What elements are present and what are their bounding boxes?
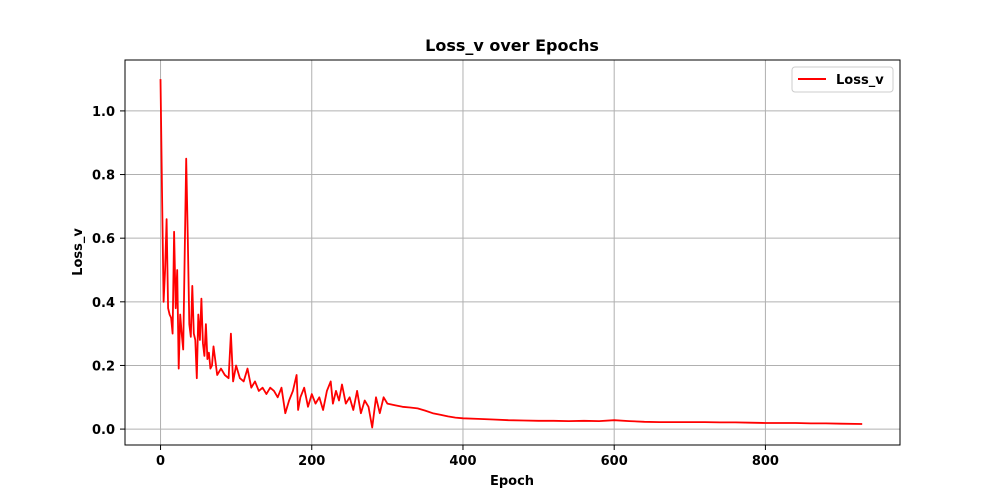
y-tick-label: 1.0 <box>92 105 115 120</box>
x-tick-label: 800 <box>752 454 779 469</box>
chart-title: Loss_v over Epochs <box>425 36 599 55</box>
series-layer <box>159 79 863 429</box>
axis-ticks: 0 200 400 600 800 0.0 0.2 0.4 0.6 0.8 1.0 <box>92 105 779 469</box>
x-axis-label: Epoch <box>490 474 534 489</box>
x-tick-label: 600 <box>601 454 628 469</box>
legend-label-loss-v: Loss_v <box>836 73 884 88</box>
series-line-loss-v <box>159 79 863 429</box>
grid <box>125 60 900 445</box>
y-tick-label: 0.4 <box>92 296 115 311</box>
y-tick-label: 0.6 <box>92 232 115 247</box>
y-tick-label: 0.2 <box>92 359 115 374</box>
plot-frame <box>124 59 901 446</box>
y-tick-label: 0.0 <box>92 423 115 438</box>
legend: Loss_v <box>791 66 894 93</box>
x-tick-label: 400 <box>449 454 476 469</box>
x-tick-label: 200 <box>298 454 325 469</box>
x-tick-label: 0 <box>156 454 165 469</box>
legend-box <box>791 66 894 93</box>
y-tick-label: 0.8 <box>92 169 115 184</box>
y-axis-label: Loss_v <box>71 228 86 276</box>
